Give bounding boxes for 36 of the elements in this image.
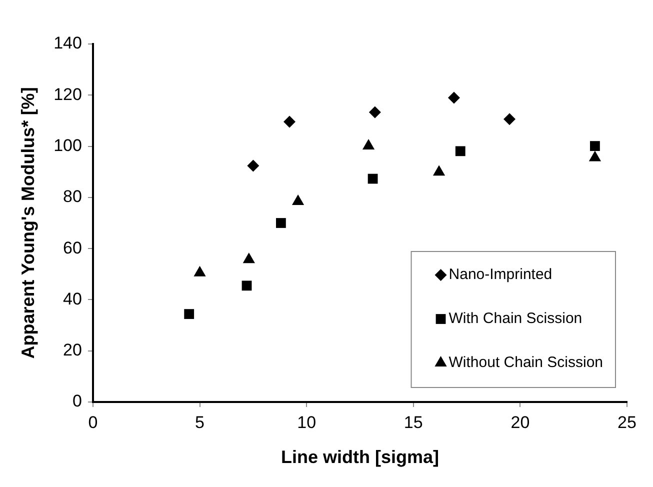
- point: [368, 106, 381, 118]
- x-tick-label: 5: [195, 412, 205, 432]
- y-tick-label: 80: [63, 187, 82, 206]
- point: [588, 150, 602, 162]
- point: [276, 218, 286, 228]
- y-tick-label: 20: [63, 340, 82, 360]
- legend-label: Nano-Imprinted: [448, 266, 552, 284]
- point: [590, 141, 600, 151]
- legend-label: With Chain Scission: [448, 310, 582, 328]
- x-tick-label: 20: [510, 412, 530, 432]
- x-tick-label: 10: [297, 412, 316, 432]
- x-axis-title: Line width [sigma]: [280, 447, 439, 468]
- y-tick-label: 40: [63, 289, 82, 308]
- y-tick-label: 60: [63, 238, 82, 258]
- point: [362, 139, 375, 150]
- x-tick-label: 25: [618, 412, 636, 432]
- y-tick-label: 100: [54, 136, 82, 155]
- point: [504, 113, 516, 126]
- point: [455, 146, 466, 156]
- y-tick-label: 0: [72, 392, 82, 411]
- y-tick-label: 120: [54, 84, 82, 104]
- point: [283, 116, 296, 128]
- point: [368, 174, 378, 184]
- point: [242, 280, 252, 291]
- point: [184, 309, 194, 319]
- x-tick-label: 0: [88, 412, 98, 432]
- point: [194, 266, 206, 276]
- y-axis-title: Apparent Young's Modulus* [%]: [18, 87, 38, 359]
- x-tick-label: 15: [404, 412, 423, 432]
- point: [432, 165, 446, 176]
- legend-label: Without Chain Scission: [448, 354, 603, 372]
- y-tick-label: 140: [54, 34, 82, 53]
- point: [292, 194, 304, 206]
- point: [247, 160, 260, 172]
- point: [242, 252, 255, 264]
- point: [448, 92, 460, 104]
